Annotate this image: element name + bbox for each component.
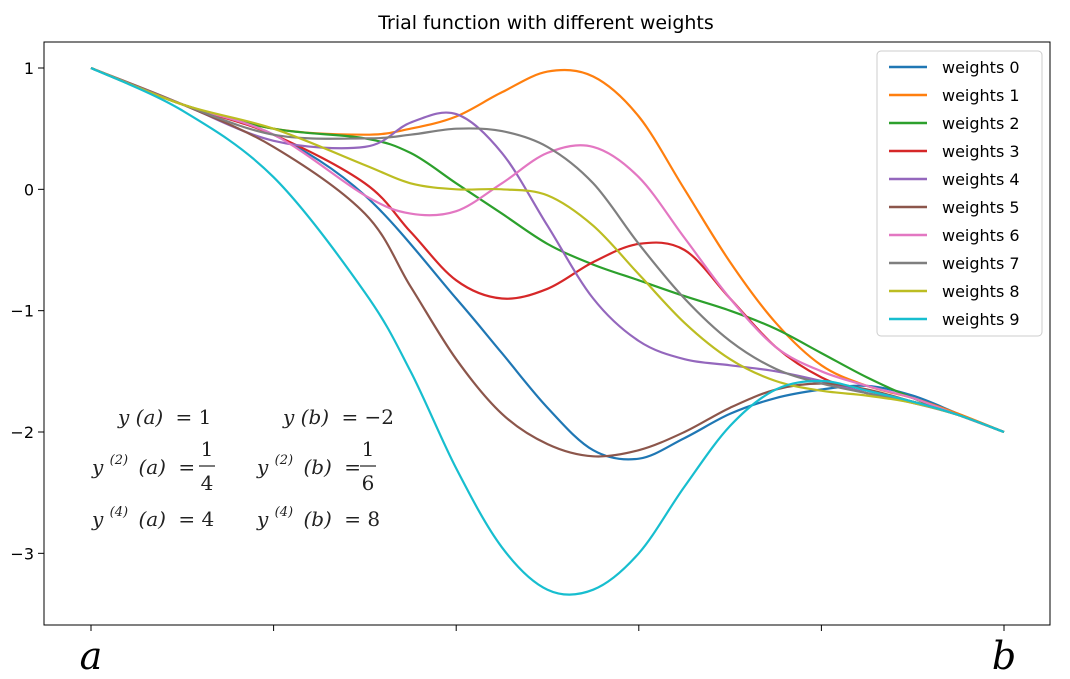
legend-label-8: weights 8: [942, 282, 1020, 301]
series-line-5: [90, 66, 1005, 458]
bc-y4b-sup: (4): [275, 505, 293, 520]
y-tick-label: 0: [24, 180, 34, 199]
legend-label-6: weights 6: [942, 226, 1020, 245]
bc-ya: y (a) = 1: [117, 405, 211, 429]
y-tick-label: −2: [10, 423, 34, 442]
legend-label-9: weights 9: [942, 310, 1020, 329]
bc-y4b-lhs: y: [256, 507, 269, 531]
series-line-6: [90, 66, 1005, 434]
bc-ya-rhs: = 1: [176, 405, 212, 429]
bc-y4b-arg: (b): [303, 507, 331, 531]
bc-y4a-lhs: y: [91, 507, 104, 531]
bc-y2b-lhs: y: [256, 455, 269, 479]
legend-label-3: weights 3: [942, 142, 1020, 161]
legend-label-2: weights 2: [942, 114, 1020, 133]
y-axis: 1 0 −1 −2 −3: [10, 59, 44, 563]
bc-y2b-den: 6: [362, 471, 375, 495]
chart-title: Trial function with different weights: [377, 12, 714, 34]
bc-yb: y (b) = −2: [282, 405, 394, 429]
series-line-8: [90, 66, 1005, 434]
bc-y4a-arg: (a): [138, 507, 166, 531]
bc-ya-lhs: y (a): [117, 405, 163, 429]
bc-y4a-sup: (4): [110, 505, 128, 520]
y-tick-label: −1: [10, 302, 34, 321]
legend-label-4: weights 4: [942, 170, 1020, 189]
series-line-0: [90, 66, 1005, 461]
y-tick-label: 1: [24, 59, 34, 78]
bc-y2a-sup: (2): [110, 453, 128, 468]
legend-label-5: weights 5: [942, 198, 1020, 217]
bc-y2a-lhs: y: [91, 455, 104, 479]
bc-y2b: y (2) (b) =: [256, 445, 361, 479]
plot-area: [43, 41, 1051, 626]
boundary-conditions: y (a) = 1 y (b) = −2 y (2) (a) = 1 4 y (…: [91, 405, 394, 531]
bc-yb-lhs: y (b): [282, 405, 329, 429]
series-line-7: [90, 66, 1005, 434]
series-line-2: [90, 66, 1005, 434]
bc-y2b-eq: =: [344, 455, 361, 479]
bc-y2a-eq: =: [178, 455, 195, 479]
bc-y2b-arg: (b): [303, 455, 331, 479]
legend-label-0: weights 0: [942, 58, 1020, 77]
bc-y2b-num: 1: [362, 437, 375, 461]
bc-y2a-arg: (a): [138, 455, 166, 479]
bc-y4a: y (4) (a) = 4: [91, 497, 214, 531]
y-tick-label: −3: [10, 544, 34, 563]
bc-y2a-num: 1: [201, 437, 214, 461]
bc-y4a-rhs: = 4: [178, 507, 214, 531]
bc-y2b-sup: (2): [275, 453, 293, 468]
bc-y2a: y (2) (a) =: [91, 445, 195, 479]
bc-y4b-rhs: = 8: [344, 507, 380, 531]
legend-label-7: weights 7: [942, 254, 1020, 273]
legend-label-1: weights 1: [942, 86, 1020, 105]
bc-y4b: y (4) (b) = 8: [256, 497, 380, 531]
x-tick-label-b: b: [992, 634, 1016, 678]
series-line-9: [90, 67, 1005, 596]
series-lines: [90, 66, 1005, 596]
bc-y2a-den: 4: [201, 471, 214, 495]
bc-yb-rhs: = −2: [341, 405, 394, 429]
legend: weights 0 weights 1 weights 2 weights 3 weig…: [876, 50, 1043, 337]
x-tick-label-a: a: [80, 634, 103, 678]
